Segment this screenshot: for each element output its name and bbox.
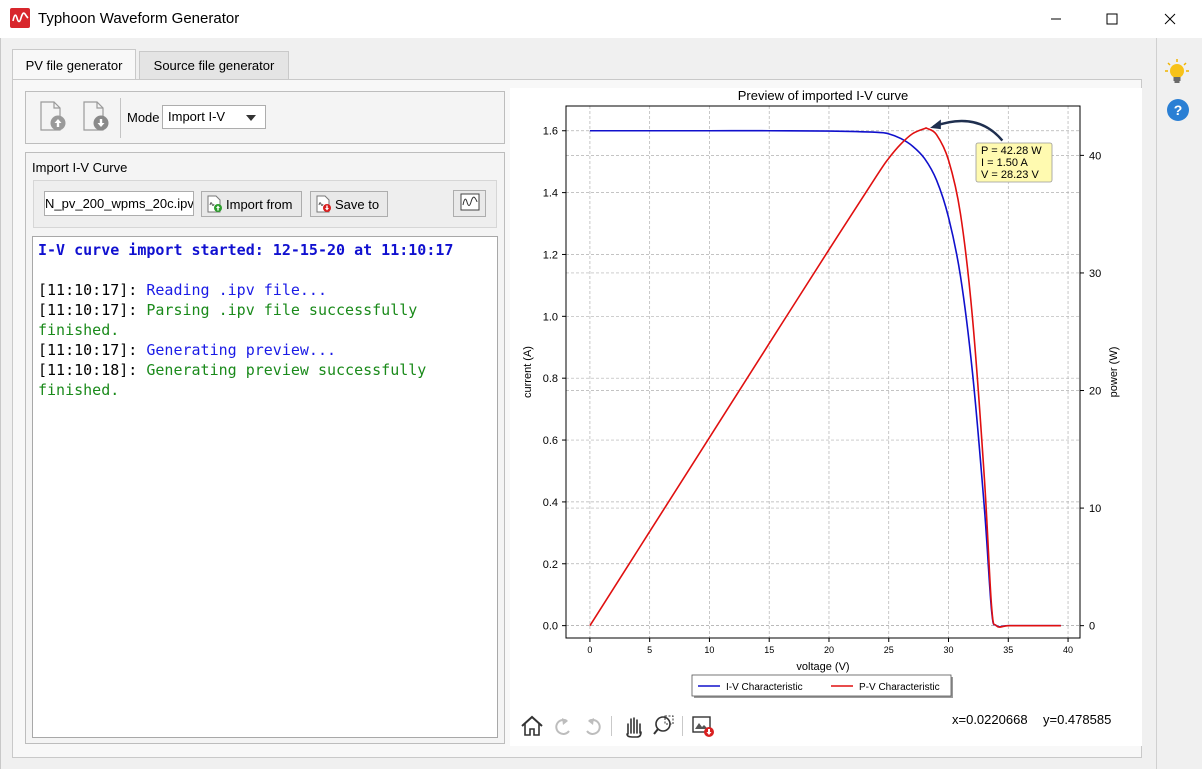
tab-label: PV file generator: [25, 57, 123, 73]
log-entries: [11:10:17]: Reading .ipv file... [11:10:1…: [38, 280, 492, 400]
x-tick-label: 20: [824, 645, 834, 655]
y-tick-label: 1.4: [543, 188, 558, 200]
annotation-box: [975, 142, 1053, 183]
minimize-icon[interactable]: [1033, 0, 1079, 38]
y-tick-label: 1.0: [543, 311, 558, 323]
y2-tick-label: 20: [1089, 386, 1101, 398]
log-entry: [11:10:17]: Reading .ipv file...: [38, 280, 492, 300]
help-icon[interactable]: ?: [1166, 98, 1190, 122]
annotation-text: I = 1.50 A: [981, 157, 1028, 169]
y2-tick-label: 0: [1089, 621, 1095, 633]
y-tick-label: 0.0: [543, 621, 558, 633]
svg-text:?: ?: [1174, 102, 1183, 118]
y-axis-label: current (A): [522, 346, 534, 398]
log-timestamp: [11:10:17]:: [38, 281, 138, 299]
y2-tick-label: 40: [1089, 150, 1101, 162]
file-download-icon[interactable]: [79, 99, 115, 135]
zoom-icon[interactable]: [651, 712, 677, 740]
x-tick-label: 35: [1003, 645, 1013, 655]
y-tick-label: 0.2: [543, 559, 558, 571]
y-coordinate-readout: y=0.478585: [1043, 712, 1112, 727]
app-logo-icon: [10, 8, 30, 28]
x-axis-label: voltage (V): [796, 661, 849, 673]
x-tick-label: 15: [764, 645, 774, 655]
y2-tick-label: 10: [1089, 503, 1101, 515]
close-icon[interactable]: [1147, 0, 1193, 38]
log-header: I-V curve import started: 12-15-20 at 11…: [38, 241, 454, 259]
mode-label: Mode: [127, 110, 160, 125]
toolbar-divider: [611, 716, 612, 736]
plot-frame: [565, 105, 1081, 639]
plot-panel: 0 5 10 15 20 25 30 35 40 0.0 0.2 0.4 0.6 0.8 1.0 1.2 1.4…: [510, 88, 1142, 746]
title-bar: Typhoon Waveform Generator: [0, 0, 1202, 38]
save-file-icon: [311, 195, 335, 213]
x-tick-label: 0: [587, 645, 592, 655]
save-to-label: Save to: [335, 196, 380, 212]
x-tick-label: 5: [647, 645, 652, 655]
preview-waveform-button[interactable]: [453, 190, 486, 217]
x-coordinate-readout: x=0.0220668: [952, 712, 1028, 727]
window-title: Typhoon Waveform Generator: [38, 10, 240, 27]
lightbulb-icon[interactable]: [1165, 58, 1189, 86]
chart-title: Preview of imported I-V curve: [738, 88, 909, 103]
annotation-arrow: [932, 119, 1004, 142]
iv-chart[interactable]: 0 5 10 15 20 25 30 35 40 0.0 0.2 0.4 0.6 0.8 1.0 1.2 1.4…: [510, 88, 1142, 746]
log-entry: [11:10:18]: Generating preview successfu…: [38, 360, 492, 400]
legend-label: P-V Characteristic: [859, 682, 940, 693]
home-icon[interactable]: [518, 712, 548, 740]
log-output[interactable]: I-V curve import started: 12-15-20 at 11…: [32, 236, 498, 738]
import-group-title: Import I-V Curve: [32, 160, 128, 175]
mode-select[interactable]: Import I-V: [162, 105, 266, 129]
toolbar-divider: [682, 716, 683, 736]
log-message: Reading .ipv file...: [137, 281, 327, 299]
tab-label: Source file generator: [153, 58, 275, 73]
log-timestamp: [11:10:17]:: [38, 341, 138, 359]
file-path-field[interactable]: N_pv_200_wpms_20c.ipv: [44, 191, 194, 216]
import-file-icon: [202, 195, 226, 213]
tab-source-file-generator[interactable]: Source file generator: [139, 51, 289, 79]
log-timestamp: [11:10:17]:: [38, 301, 138, 319]
forward-icon[interactable]: [580, 712, 606, 740]
log-message: Generating preview...: [137, 341, 337, 359]
log-message: Parsing .ipv file successfully finished.: [38, 301, 427, 339]
back-icon[interactable]: [550, 712, 576, 740]
legend-label: I-V Characteristic: [726, 682, 803, 693]
save-figure-icon[interactable]: [690, 712, 716, 740]
log-timestamp: [11:10:18]:: [38, 361, 138, 379]
file-path-value: N_pv_200_wpms_20c.ipv: [45, 196, 194, 211]
file-upload-icon[interactable]: [36, 99, 72, 135]
tab-pv-file-generator[interactable]: PV file generator: [12, 49, 136, 80]
iv-series-line: [589, 129, 1061, 628]
y2-tick-label: 30: [1089, 268, 1101, 280]
y-tick-label: 0.4: [543, 497, 558, 509]
toolbar-divider: [120, 98, 121, 138]
log-entry: [11:10:17]: Parsing .ipv file successful…: [38, 300, 492, 340]
mode-select-value: Import I-V: [168, 109, 226, 124]
y-tick-label: 1.2: [543, 249, 558, 261]
right-side-bar: [1156, 38, 1202, 769]
waveform-icon: [460, 193, 480, 214]
legend-box: [691, 674, 952, 697]
x-tick-label: 25: [884, 645, 894, 655]
chevron-down-icon: [246, 115, 256, 121]
log-message: Generating preview successfully finished…: [38, 361, 436, 399]
y-tick-label: 1.6: [543, 126, 558, 138]
pan-icon[interactable]: [620, 712, 646, 740]
x-tick-label: 30: [944, 645, 954, 655]
maximize-icon[interactable]: [1089, 0, 1135, 38]
import-from-label: Import from: [226, 196, 293, 212]
save-to-button[interactable]: Save to: [310, 191, 388, 217]
annotation-arrowhead: [930, 119, 941, 130]
pv-series-line: [589, 127, 1061, 628]
annotation-text: V = 28.23 V: [981, 169, 1039, 181]
y-tick-label: 0.6: [543, 435, 558, 447]
annotation-text: P = 42.28 W: [981, 145, 1042, 157]
log-entry: [11:10:17]: Generating preview...: [38, 340, 492, 360]
x-tick-label: 40: [1063, 645, 1073, 655]
y2-axis-label: power (W): [1108, 347, 1120, 398]
import-from-button[interactable]: Import from: [201, 191, 302, 217]
y-tick-label: 0.8: [543, 373, 558, 385]
x-tick-label: 10: [704, 645, 714, 655]
